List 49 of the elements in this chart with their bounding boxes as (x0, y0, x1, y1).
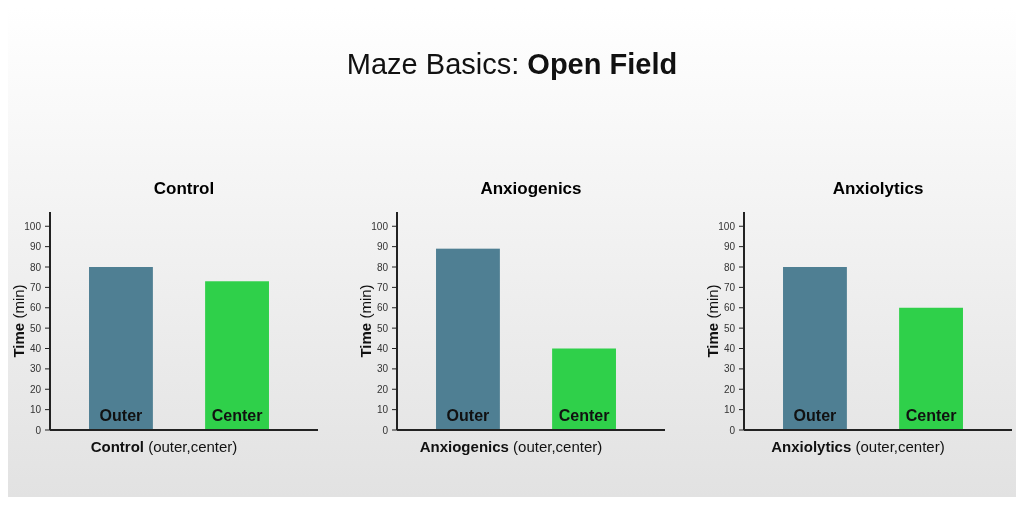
y-tick-label: 80 (29, 261, 42, 273)
y-tick-label: 80 (723, 261, 736, 273)
y-tick-label: 20 (29, 383, 42, 395)
y-tick-label: 100 (371, 220, 389, 232)
y-tick-label: 10 (376, 404, 389, 416)
x-axis-title: Anxiolytics (outer,center) (771, 438, 945, 455)
y-tick-label: 20 (376, 383, 389, 395)
y-tick-label: 30 (376, 363, 389, 375)
y-tick-label: 20 (723, 383, 736, 395)
y-tick-label: 90 (376, 241, 389, 253)
y-tick-label: 90 (29, 241, 42, 253)
x-tick-label: Outer (99, 407, 143, 424)
y-tick-label: 80 (376, 261, 389, 273)
y-axis-title: Time (min) (10, 284, 27, 358)
y-tick-label: 30 (29, 363, 42, 375)
y-tick-label: 40 (376, 343, 389, 354)
text: Maze Basics: Open Field (346, 48, 678, 80)
y-axis-title: Time (min) (704, 284, 721, 358)
y-axis-title: Time (min) (357, 284, 374, 358)
y-tick-label: 10 (29, 404, 42, 416)
y-tick-label: 60 (376, 302, 389, 314)
y-tick-label: 100 (24, 220, 42, 232)
x-tick-label: Center (558, 407, 610, 424)
x-axis-title: Anxiogenics (outer,center) (419, 438, 603, 455)
y-tick-label: 0 (35, 424, 42, 436)
y-tick-label: 70 (29, 281, 42, 293)
chart-title: Anxiolytics (832, 179, 924, 198)
y-tick-label: 0 (382, 424, 389, 436)
y-tick-label: 30 (723, 363, 736, 375)
y-tick-label: 50 (376, 322, 389, 334)
chart-title: Anxiogenics (480, 179, 582, 198)
x-tick-label: Center (905, 407, 957, 424)
y-tick-label: 70 (723, 281, 736, 293)
x-axis-title: Control (outer,center) (90, 438, 238, 455)
y-tick-label: 100 (718, 220, 736, 232)
y-tick-label: 40 (29, 343, 42, 354)
x-tick-label: Outer (793, 407, 837, 424)
y-tick-label: 50 (29, 322, 42, 334)
y-tick-label: 40 (723, 343, 736, 354)
y-tick-label: 50 (723, 322, 736, 334)
y-tick-label: 60 (29, 302, 42, 314)
y-tick-label: 60 (723, 302, 736, 314)
x-tick-label: Center (211, 407, 263, 424)
y-tick-label: 70 (376, 281, 389, 293)
y-tick-label: 90 (723, 241, 736, 253)
y-tick-label: 0 (729, 424, 736, 436)
y-tick-label: 10 (723, 404, 736, 416)
x-tick-label: Outer (446, 407, 490, 424)
chart-title: Control (153, 179, 215, 198)
